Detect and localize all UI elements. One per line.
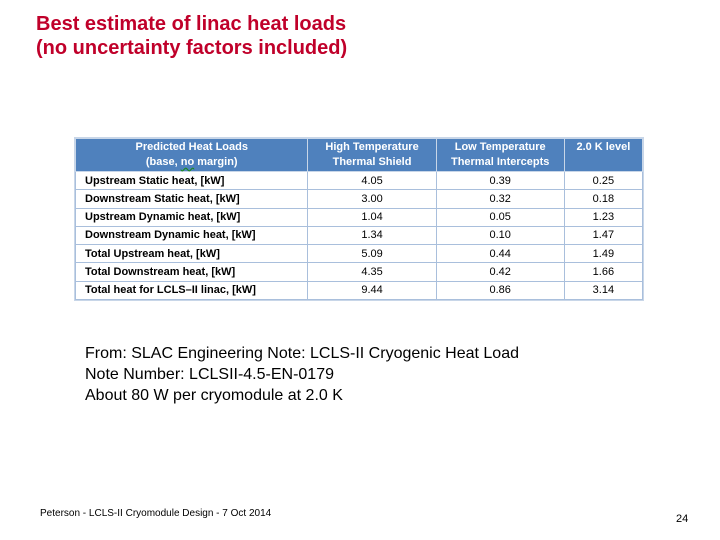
high-temp-value: 5.09	[307, 244, 437, 264]
2k-value: 1.23	[563, 207, 644, 227]
header-high-temperature: High Temperature Thermal Shield	[307, 138, 437, 172]
row-label: Upstream Dynamic heat, [kW]	[74, 207, 309, 227]
row-label: Downstream Dynamic heat, [kW]	[74, 225, 309, 246]
title-line-1: Best estimate of linac heat loads	[36, 13, 347, 35]
spellcheck-squiggle: no	[180, 156, 195, 168]
high-temp-value: 1.34	[307, 225, 437, 246]
source-line-1: From: SLAC Engineering Note: LCLS-II Cry…	[85, 345, 519, 362]
slide-title: Best estimate of linac heat loads (no un…	[36, 12, 676, 60]
high-temp-value: 9.44	[307, 280, 437, 301]
table-row: Total heat for LCLS–II linac, [kW] 9.44 …	[74, 280, 644, 301]
table-row: Downstream Dynamic heat, [kW] 1.34 0.10 …	[74, 225, 644, 246]
source-line-3: About 80 W per cryomodule at 2.0 K	[85, 387, 343, 404]
low-temp-value: 0.86	[435, 280, 565, 301]
2k-value: 1.49	[563, 244, 644, 264]
2k-value: 3.14	[563, 280, 644, 301]
row-label: Total Downstream heat, [kW]	[74, 262, 309, 282]
2k-value: 0.25	[563, 170, 644, 191]
row-label: Total heat for LCLS–II linac, [kW]	[74, 280, 309, 301]
row-label: Downstream Static heat, [kW]	[74, 189, 309, 209]
high-temp-value: 1.04	[307, 207, 437, 227]
2k-value: 0.18	[563, 189, 644, 209]
low-temp-value: 0.10	[435, 225, 565, 246]
header-2k-level: 2.0 K level	[563, 138, 644, 172]
table-row: Total Downstream heat, [kW] 4.35 0.42 1.…	[74, 262, 644, 282]
2k-value: 1.66	[563, 262, 644, 282]
slide-footer: Peterson - LCLS-II Cryomodule Design - 7…	[40, 508, 272, 519]
table-header-row: Predicted Heat Loads (base, no margin) H…	[74, 138, 644, 172]
2k-value: 1.47	[563, 225, 644, 246]
header-predicted-heat-loads: Predicted Heat Loads (base, no margin)	[74, 138, 309, 172]
source-note: From: SLAC Engineering Note: LCLS-II Cry…	[85, 343, 519, 406]
low-temp-value: 0.05	[435, 207, 565, 227]
page-number: 24	[676, 513, 689, 525]
heat-load-table: Predicted Heat Loads (base, no margin) H…	[74, 138, 644, 301]
low-temp-value: 0.42	[435, 262, 565, 282]
table-row: Downstream Static heat, [kW] 3.00 0.32 0…	[74, 189, 644, 209]
source-line-2: Note Number: LCLSII-4.5-EN-0179	[85, 366, 334, 383]
table-row: Total Upstream heat, [kW] 5.09 0.44 1.49	[74, 244, 644, 264]
table-row: Upstream Dynamic heat, [kW] 1.04 0.05 1.…	[74, 207, 644, 227]
heat-load-table-image: Predicted Heat Loads (base, no margin) H…	[74, 137, 644, 301]
table-row: Upstream Static heat, [kW] 4.05 0.39 0.2…	[74, 170, 644, 191]
low-temp-value: 0.32	[435, 189, 565, 209]
row-label: Total Upstream heat, [kW]	[74, 244, 309, 264]
low-temp-value: 0.44	[435, 244, 565, 264]
row-label: Upstream Static heat, [kW]	[74, 170, 309, 191]
low-temp-value: 0.39	[435, 170, 565, 191]
high-temp-value: 4.35	[307, 262, 437, 282]
high-temp-value: 3.00	[307, 189, 437, 209]
title-line-2: (no uncertainty factors included)	[36, 37, 348, 59]
high-temp-value: 4.05	[307, 170, 437, 191]
header-low-temperature: Low Temperature Thermal Intercepts	[435, 138, 565, 172]
